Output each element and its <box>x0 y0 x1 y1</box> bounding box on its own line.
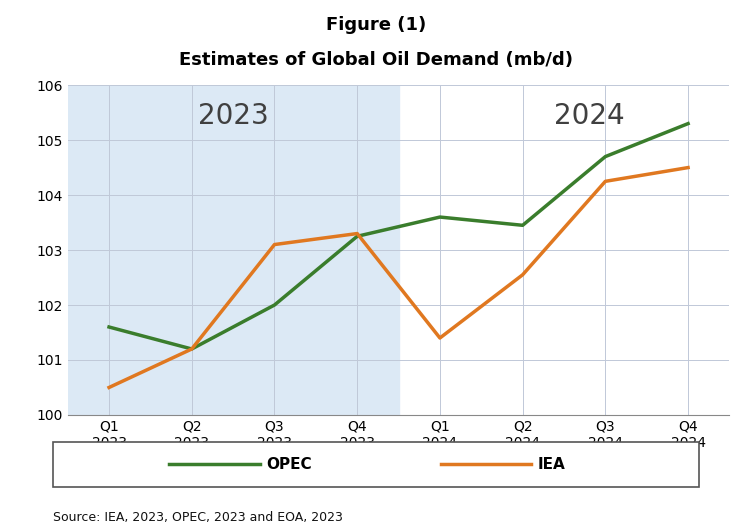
Text: 2023: 2023 <box>198 102 268 130</box>
Text: OPEC: OPEC <box>266 456 311 472</box>
Bar <box>68 85 399 415</box>
Text: Estimates of Global Oil Demand (mb/d): Estimates of Global Oil Demand (mb/d) <box>179 51 573 69</box>
Text: Figure (1): Figure (1) <box>326 16 426 34</box>
FancyBboxPatch shape <box>53 442 699 487</box>
Text: Source: IEA, 2023, OPEC, 2023 and EOA, 2023: Source: IEA, 2023, OPEC, 2023 and EOA, 2… <box>53 511 342 524</box>
Text: 2024: 2024 <box>553 102 624 130</box>
Text: IEA: IEA <box>538 456 566 472</box>
